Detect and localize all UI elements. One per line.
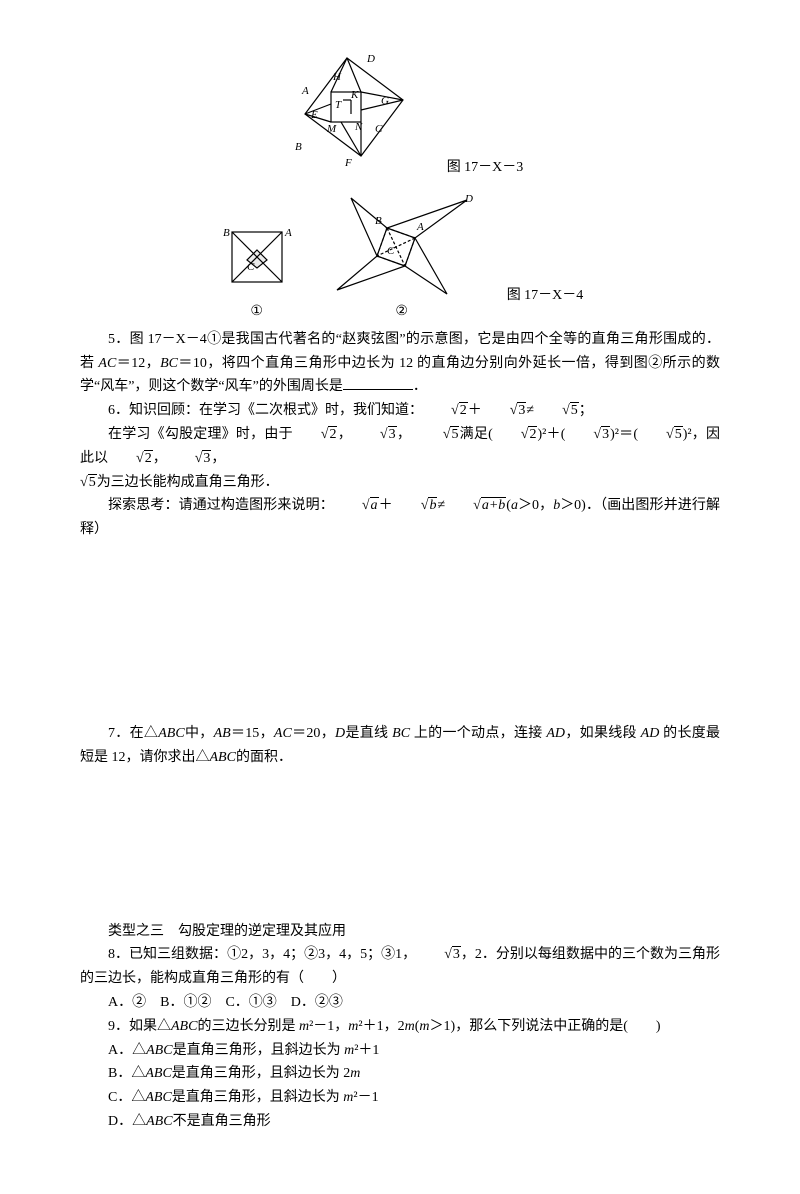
question-9-option-c: C．△ABC是直角三角形，且斜边长为 m²－1 <box>80 1086 720 1110</box>
svg-text:C: C <box>375 123 383 135</box>
svg-text:F: F <box>344 157 352 169</box>
svg-text:A: A <box>284 227 292 239</box>
sqrt-icon: 5 <box>638 423 683 447</box>
svg-text:A: A <box>301 85 309 97</box>
sub-label-2: ② <box>327 300 477 324</box>
sqrt-icon: a+b <box>445 494 506 518</box>
svg-text:G: G <box>381 95 389 107</box>
question-9-option-a: A．△ABC是直角三角形，且斜边长为 m²＋1 <box>80 1039 720 1063</box>
sqrt-icon: 2 <box>493 423 538 447</box>
figure-3-caption: 图 17－X－3 <box>447 156 524 180</box>
sqrt-icon: 2 <box>108 447 153 471</box>
sqrt-icon: a <box>334 494 379 518</box>
question-8-options: A．② B．①② C．①③ D．②③ <box>80 991 720 1015</box>
fill-blank <box>343 377 413 391</box>
figure-17-x-4-right: A B C D ② <box>327 190 477 324</box>
svg-text:T: T <box>335 99 342 111</box>
figure-17-x-4-left: A B C ① <box>217 220 297 324</box>
svg-text:C: C <box>247 261 255 273</box>
svg-text:B: B <box>295 141 302 153</box>
sqrt-icon: 5 <box>415 423 460 447</box>
document-page: A B C D E F G H K M N T 图 <box>0 0 800 1194</box>
figures-block: A B C D E F G H K M N T 图 <box>80 50 720 324</box>
question-6-line3: 5为三边长能构成直角三角形． <box>80 471 720 495</box>
sqrt-icon: 3 <box>482 399 527 423</box>
sqrt-icon: 3 <box>167 447 212 471</box>
answer-space <box>80 770 720 920</box>
sqrt-icon: 2 <box>423 399 468 423</box>
zhaoshuang-diagram-icon: A B C D E F G H K M N T <box>277 50 417 180</box>
sqrt-icon: b <box>393 494 438 518</box>
question-9: 9．如果△ABC的三边长分别是 m²－1，m²＋1，2m(m＞1)，那么下列说法… <box>80 1015 720 1039</box>
svg-text:M: M <box>326 123 337 135</box>
question-9-option-d: D．△ABC不是直角三角形 <box>80 1110 720 1134</box>
sqrt-icon: 5 <box>534 399 579 423</box>
windmill-diagram-icon: A B C D <box>327 190 477 300</box>
svg-text:B: B <box>223 227 230 239</box>
sqrt-icon: 3 <box>416 943 461 967</box>
svg-text:H: H <box>332 71 342 83</box>
svg-text:D: D <box>464 193 473 205</box>
section-type-3: 类型之三 勾股定理的逆定理及其应用 <box>80 920 720 944</box>
question-6-explore: 探索思考：请通过构造图形来说明：a＋b≠a+b(a＞0，b＞0)．（画出图形并进… <box>80 494 720 542</box>
sqrt-icon: 2 <box>293 423 338 447</box>
question-6-line2: 在学习《勾股定理》时，由于2，3， 5满足(2)²＋(3)²＝(5)²，因此以2… <box>80 423 720 471</box>
question-6-line1: 6．知识回顾：在学习《二次根式》时，我们知道：2＋3≠5； <box>80 399 720 423</box>
question-5: 5．图 17－X－4①是我国古代著名的“赵爽弦图”的示意图，它是由四个全等的直角… <box>80 328 720 399</box>
svg-text:D: D <box>366 53 375 65</box>
square-diagram-icon: A B C <box>217 220 297 300</box>
svg-text:K: K <box>350 89 359 101</box>
question-9-option-b: B．△ABC是直角三角形，且斜边长为 2m <box>80 1062 720 1086</box>
answer-space <box>80 542 720 722</box>
figure-4-caption: 图 17－X－4 <box>507 284 584 324</box>
svg-text:N: N <box>354 121 363 133</box>
svg-text:E: E <box>310 109 318 121</box>
sqrt-icon: 5 <box>80 471 97 495</box>
figure-row-1: A B C D E F G H K M N T 图 <box>80 50 720 180</box>
sub-label-1: ① <box>217 300 297 324</box>
svg-text:C: C <box>387 245 395 257</box>
question-8: 8．已知三组数据：①2，3，4；②3，4，5；③1，3，2．分别以每组数据中的三… <box>80 943 720 991</box>
figure-17-x-3: A B C D E F G H K M N T <box>277 50 417 180</box>
sqrt-icon: 3 <box>352 423 397 447</box>
svg-text:B: B <box>375 215 382 227</box>
figure-row-2: A B C ① <box>80 190 720 324</box>
question-7: 7．在△ABC中，AB＝15，AC＝20，D是直线 BC 上的一个动点，连接 A… <box>80 722 720 770</box>
svg-text:A: A <box>416 221 424 233</box>
sqrt-icon: 3 <box>565 423 610 447</box>
